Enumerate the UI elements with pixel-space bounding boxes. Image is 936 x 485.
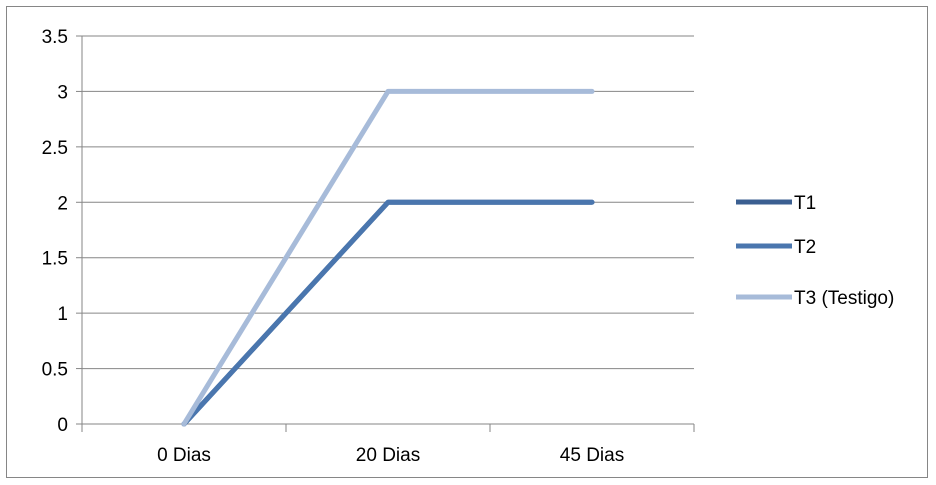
y-tick-label: 0.5 — [42, 360, 68, 381]
y-tick-label: 3 — [57, 82, 68, 103]
chart-frame — [6, 6, 928, 478]
y-tick-label: 0 — [57, 415, 68, 436]
y-tick-labels: 0 0.5 1 1.5 2 2.5 3 3.5 — [42, 27, 68, 436]
series-lines — [181, 88, 595, 427]
x-tick-label: 45 Dias — [560, 445, 624, 466]
series-line-3 — [181, 88, 595, 427]
x-tick-label: 0 Dias — [157, 445, 211, 466]
y-tick-label: 2.5 — [42, 138, 68, 159]
series-line-2 — [181, 199, 595, 427]
y-tick-label: 3.5 — [42, 27, 68, 48]
legend: T1 T2 T3 (Testigo) — [736, 193, 894, 309]
y-tick-label: 1.5 — [42, 249, 68, 270]
legend-label: T1 — [794, 193, 816, 214]
y-tick-label: 1 — [57, 304, 68, 325]
legend-label: T2 — [794, 237, 816, 258]
x-tick-label: 20 Dias — [356, 445, 420, 466]
x-tick-labels: 0 Dias 20 Dias 45 Dias — [157, 445, 624, 466]
legend-label: T3 (Testigo) — [794, 288, 894, 309]
y-tick-label: 2 — [57, 193, 68, 214]
